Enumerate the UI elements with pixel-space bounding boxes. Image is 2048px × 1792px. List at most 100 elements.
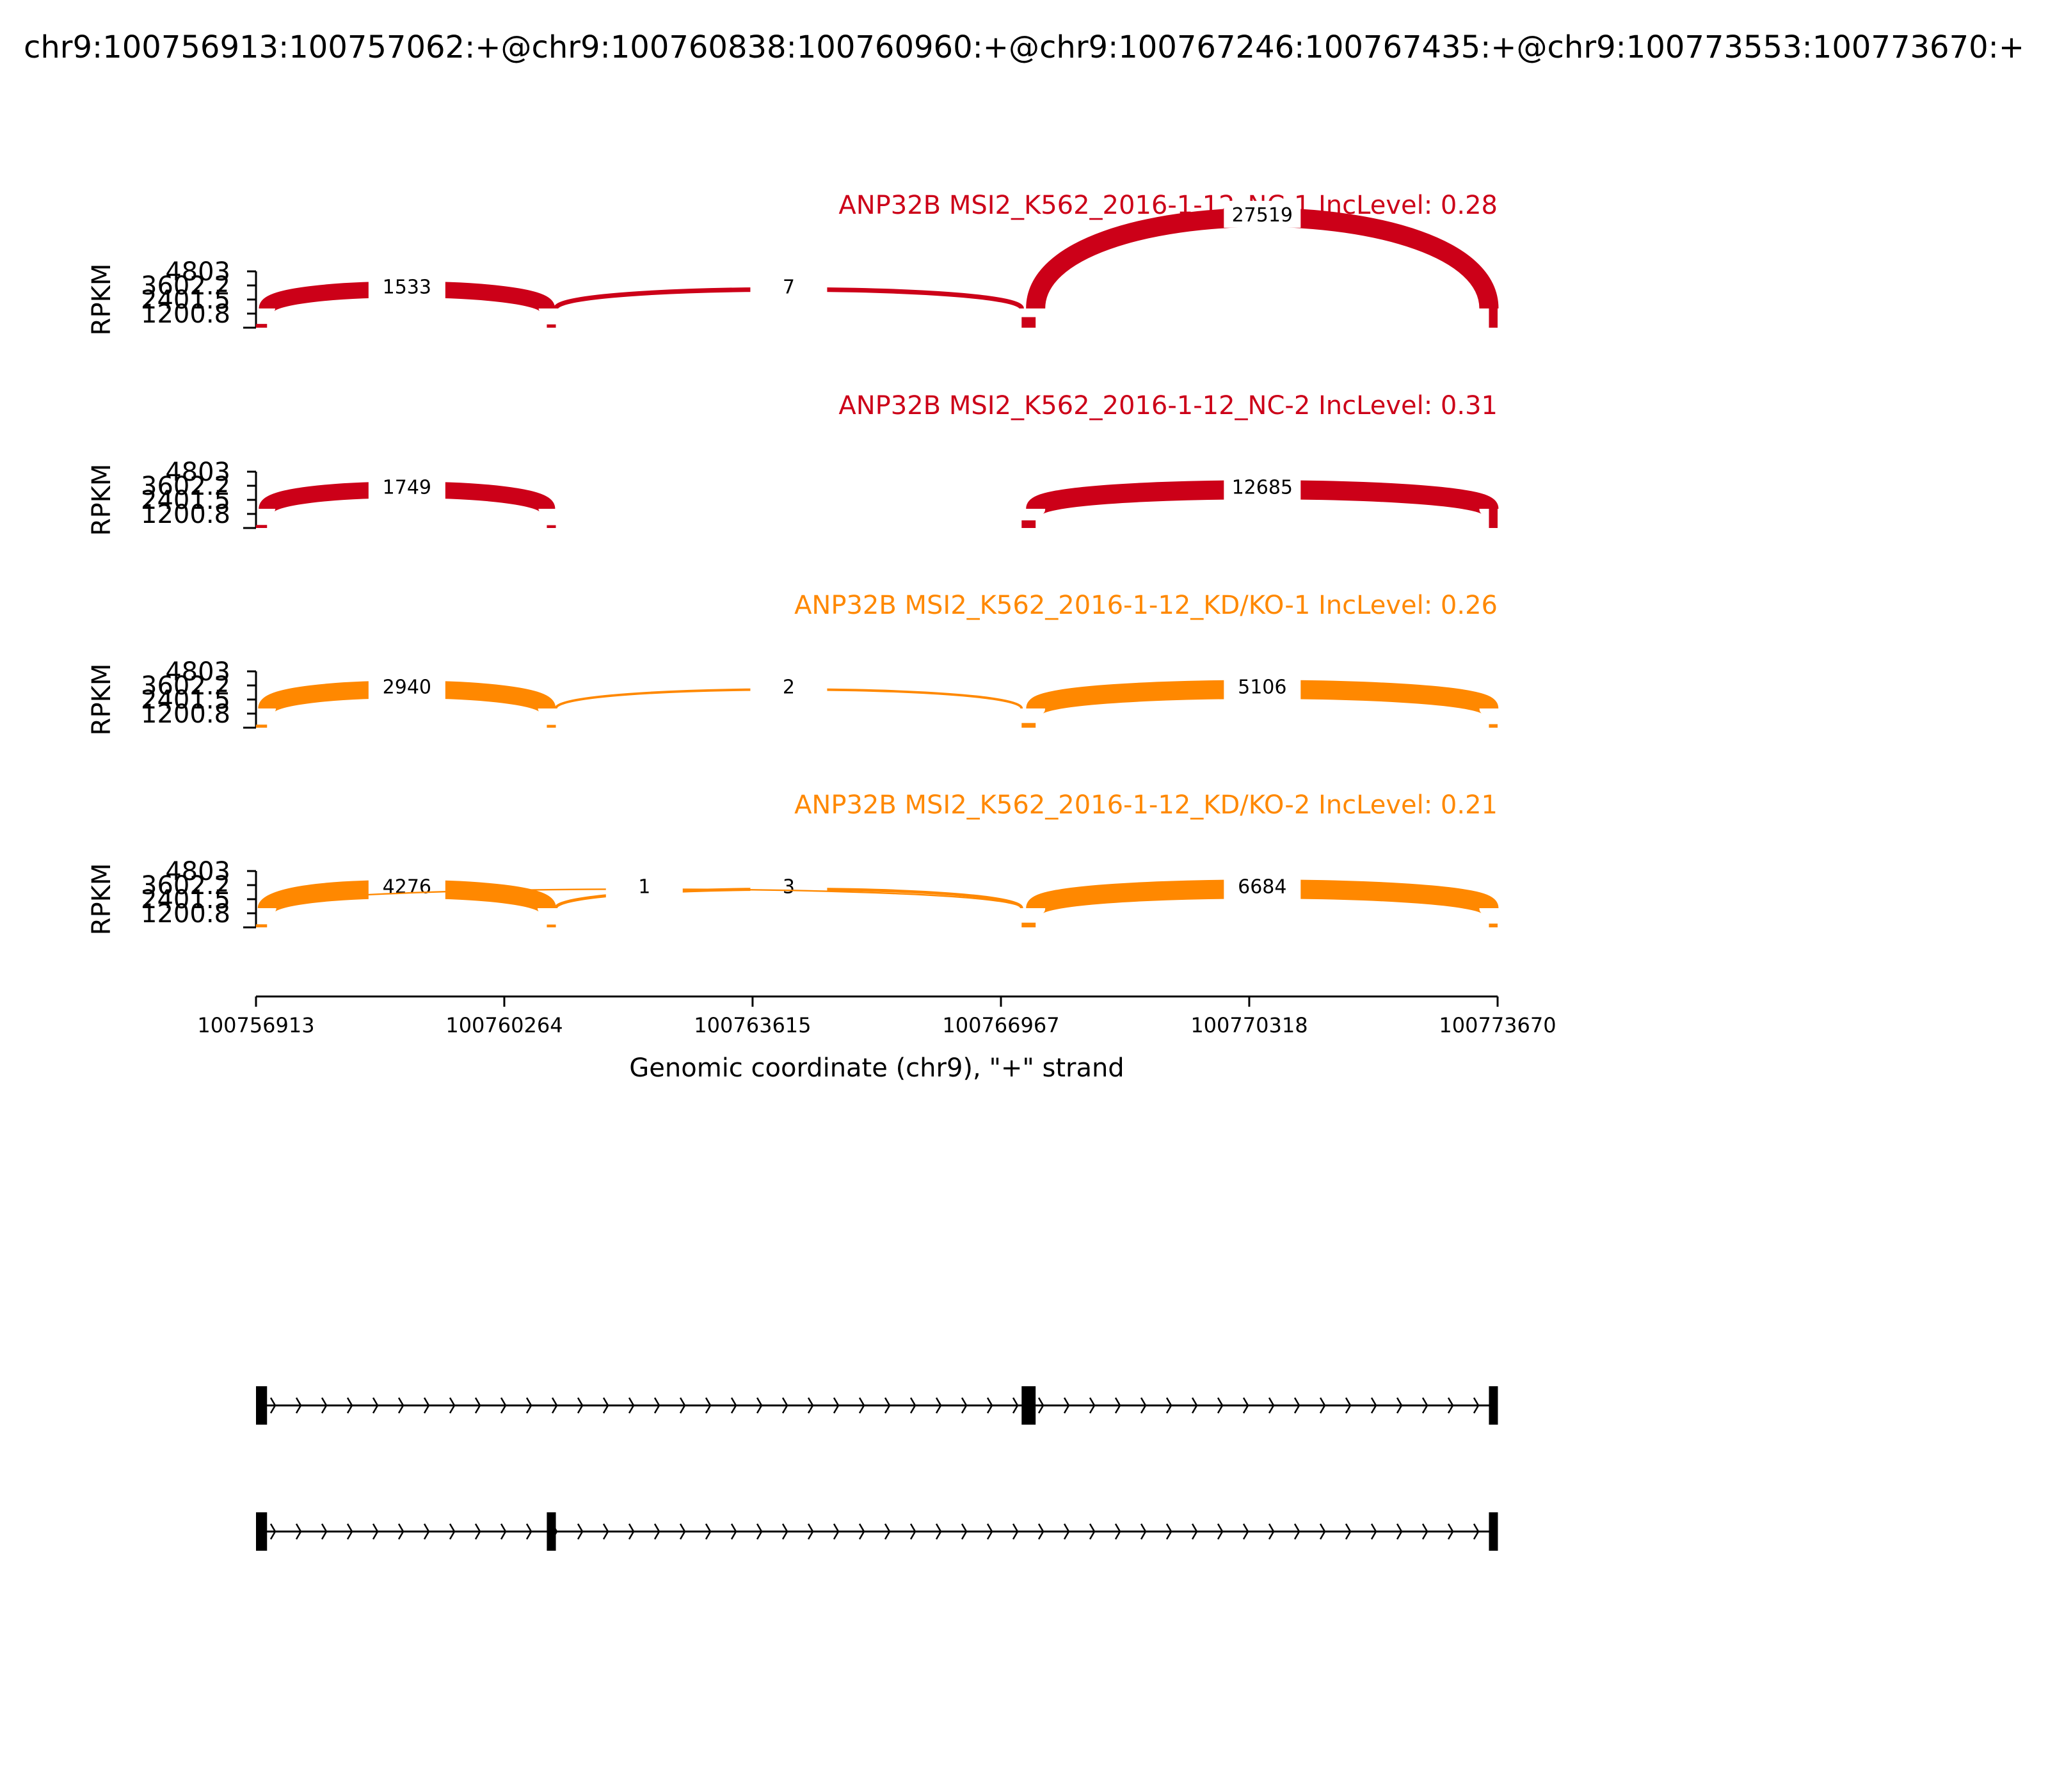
- junction-count: 6684: [1238, 876, 1286, 898]
- junction-count: 12685: [1232, 476, 1293, 499]
- strand-arrow: [1012, 1397, 1019, 1414]
- strand-arrow: [1140, 1523, 1147, 1540]
- junction-count: 4276: [383, 876, 431, 898]
- strand-arrow: [1396, 1397, 1403, 1414]
- junction-label-bg: [750, 273, 828, 300]
- coverage-block: [1021, 922, 1036, 927]
- y-tick-label: 3602.2: [141, 271, 230, 301]
- strand-arrow: [1063, 1523, 1070, 1540]
- x-tick-label: 100770318: [1190, 1013, 1308, 1037]
- y-axis-label: RPKM: [87, 664, 116, 736]
- y-tick-label: 1200.8: [141, 899, 230, 929]
- y-axis-label: RPKM: [87, 264, 116, 336]
- junction-count: 3: [783, 876, 795, 898]
- exon-block: [256, 1512, 268, 1551]
- junction-label-bg: [605, 872, 683, 900]
- strand-arrow: [1345, 1397, 1352, 1414]
- junction-label-bg: [368, 273, 445, 300]
- junction-label-bg: [368, 473, 445, 500]
- junction-count: 2: [783, 676, 795, 698]
- exon-block: [1021, 1386, 1036, 1425]
- strand-arrow: [423, 1397, 430, 1414]
- strand-arrow: [423, 1523, 430, 1540]
- track-panels: ANP32B MSI2_K562_2016-1-12_NC-1 IncLevel…: [87, 191, 1499, 936]
- y-tick-label: 1200.8: [141, 300, 230, 329]
- y-tick-label: 4803: [165, 458, 230, 487]
- strand-arrow: [833, 1397, 840, 1414]
- strand-arrow: [449, 1523, 456, 1540]
- strand-arrow: [781, 1523, 788, 1540]
- x-axis-label: Genomic coordinate (chr9), "+" strand: [629, 1053, 1124, 1083]
- strand-arrow: [653, 1523, 660, 1540]
- strand-arrow: [730, 1397, 737, 1414]
- strand-arrow: [1447, 1397, 1454, 1414]
- strand-arrow: [577, 1523, 584, 1540]
- strand-arrow: [1089, 1397, 1096, 1414]
- strand-arrow: [1473, 1523, 1480, 1540]
- y-tick-label: 3602.2: [141, 671, 230, 701]
- strand-arrow: [628, 1523, 635, 1540]
- y-tick-label: 2401.5: [141, 685, 230, 715]
- junction-label-bg: [750, 872, 828, 900]
- junction-label-bg: [1224, 200, 1301, 228]
- coverage-block: [1489, 924, 1498, 927]
- strand-arrow: [1319, 1523, 1326, 1540]
- exon-block: [256, 1386, 268, 1425]
- strand-arrow: [653, 1397, 660, 1414]
- strand-arrow: [1037, 1397, 1044, 1414]
- strand-arrow: [1012, 1523, 1019, 1540]
- strand-arrow: [397, 1397, 404, 1414]
- junction-count: 7: [783, 276, 795, 298]
- x-tick-label: 100763615: [694, 1013, 811, 1037]
- exon-block: [547, 1512, 556, 1551]
- coverage-block: [1489, 508, 1498, 528]
- junction-count: 2940: [383, 676, 431, 698]
- strand-arrow: [1217, 1523, 1224, 1540]
- y-tick-label: 2401.5: [141, 885, 230, 915]
- strand-arrow: [474, 1397, 481, 1414]
- strand-arrow: [346, 1397, 353, 1414]
- junction-count: 1: [638, 876, 650, 898]
- track-panel: ANP32B MSI2_K562_2016-1-12_KD/KO-1 IncLe…: [87, 591, 1499, 736]
- strand-arrow: [1345, 1523, 1352, 1540]
- coverage-block: [256, 525, 268, 528]
- y-axis-label: RPKM: [87, 863, 116, 936]
- junction-count: 1749: [383, 476, 431, 499]
- strand-arrow: [372, 1397, 379, 1414]
- coverage-block: [547, 724, 556, 728]
- x-tick-label: 100773670: [1439, 1013, 1556, 1037]
- strand-arrow: [730, 1523, 737, 1540]
- strand-arrow: [1421, 1523, 1428, 1540]
- junction-label-bg: [1224, 872, 1301, 900]
- strand-arrow: [602, 1397, 609, 1414]
- strand-arrow: [858, 1397, 865, 1414]
- y-tick-label: 2401.5: [141, 486, 230, 515]
- strand-arrow: [500, 1397, 507, 1414]
- strand-arrow: [935, 1523, 942, 1540]
- strand-arrow: [807, 1523, 814, 1540]
- strand-arrow: [884, 1523, 891, 1540]
- strand-arrow: [1242, 1523, 1249, 1540]
- strand-arrow: [781, 1397, 788, 1414]
- junction-count: 27519: [1232, 204, 1293, 227]
- strand-arrow: [1370, 1523, 1377, 1540]
- strand-arrow: [1165, 1397, 1172, 1414]
- strand-arrow: [705, 1397, 712, 1414]
- junction-label-bg: [750, 673, 828, 700]
- coverage-block: [256, 324, 268, 328]
- coverage-block: [256, 724, 268, 728]
- coverage-block: [547, 324, 556, 328]
- strand-arrow: [679, 1523, 686, 1540]
- strand-arrow: [1140, 1397, 1147, 1414]
- strand-arrow: [986, 1523, 993, 1540]
- strand-arrow: [1319, 1397, 1326, 1414]
- strand-arrow: [295, 1397, 302, 1414]
- exon-block: [1489, 1512, 1498, 1551]
- strand-arrow: [1242, 1397, 1249, 1414]
- strand-arrow: [961, 1523, 968, 1540]
- strand-arrow: [346, 1523, 353, 1540]
- strand-arrow: [986, 1397, 993, 1414]
- strand-arrow: [961, 1397, 968, 1414]
- strand-arrow: [858, 1523, 865, 1540]
- strand-arrow: [602, 1523, 609, 1540]
